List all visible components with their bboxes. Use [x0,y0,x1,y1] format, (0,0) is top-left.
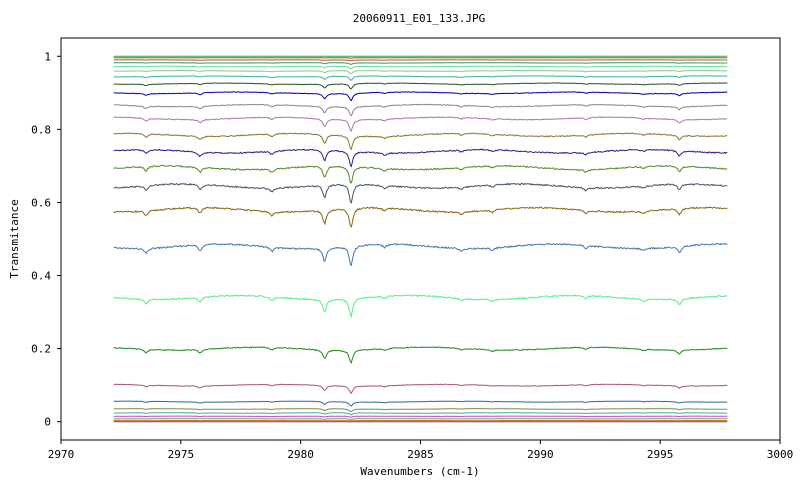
series-line [113,65,728,70]
y-tick-label: 0 [44,416,51,429]
series-line [113,132,728,151]
series-line [113,116,728,132]
series-line [113,103,728,117]
series-line [113,75,728,81]
series-line [113,400,728,407]
series-line [113,59,728,62]
x-tick-label: 3000 [767,448,794,461]
series-line [113,418,728,420]
series-line [113,408,728,413]
y-tick-label: 0.8 [31,123,51,136]
series-line [113,294,728,319]
series-line [113,412,728,416]
series-line [113,91,728,102]
series-layer [113,55,728,423]
series-line [113,415,728,418]
series-line [113,148,728,168]
y-tick-label: 0.4 [31,270,51,283]
series-line [113,62,728,65]
series-line [113,206,728,228]
x-tick-label: 2985 [407,448,434,461]
x-tick-label: 2995 [647,448,674,461]
y-axis-ticks: 0 0.2 0.4 0.6 0.8 1 [31,50,61,429]
series-line [113,346,728,364]
chart-title: 20060911_E01_133.JPG [353,12,485,25]
x-axis-ticks: 2970 2975 2980 2985 2990 2995 3000 [48,440,794,461]
x-tick-label: 2990 [527,448,554,461]
series-line [113,383,728,395]
y-tick-label: 0.6 [31,196,51,209]
series-line [113,82,728,90]
series-line [113,182,728,205]
x-tick-label: 2980 [287,448,314,461]
x-tick-label: 2970 [48,448,75,461]
x-axis-label: Wavenumbers (cm-1) [360,465,479,478]
y-axis-label: Transmitance [8,199,21,278]
series-line [113,69,728,75]
x-tick-label: 2975 [168,448,195,461]
y-tick-label: 0.2 [31,343,51,356]
y-tick-label: 1 [44,50,51,63]
series-line [113,242,728,267]
series-line [113,164,728,184]
plot-frame [60,37,781,441]
